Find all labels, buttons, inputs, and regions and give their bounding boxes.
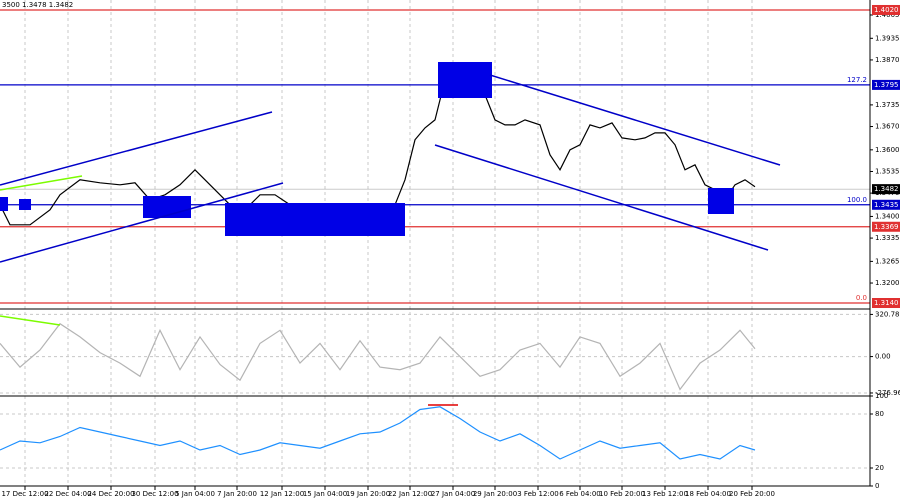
last-price-box — [872, 184, 900, 195]
y-tick-label: 1.3935 — [875, 34, 900, 42]
x-tick-label: 29 Jan 20:00 — [473, 490, 517, 498]
y-tick-label: 0 — [875, 482, 879, 490]
price-line — [0, 322, 756, 391]
chart-title: 3500 1.3478 1.3482 — [2, 1, 73, 9]
trend-line — [434, 144, 769, 251]
x-tick-label: 7 Jan 20:00 — [217, 490, 257, 498]
trend-line — [0, 315, 61, 326]
x-tick-label: 22 Dec 04:00 — [44, 490, 91, 498]
x-tick-label: 10 Feb 20:00 — [599, 490, 645, 498]
trend-line — [489, 74, 781, 166]
y-tick-label: 0.00 — [875, 353, 891, 361]
y-tick-label: 20 — [875, 464, 884, 472]
level-note: 100.0 — [847, 196, 867, 204]
y-tick-label: 1.3400 — [875, 212, 900, 220]
y-tick-label: 1.3535 — [875, 167, 900, 175]
x-tick-label: 24 Dec 20:00 — [87, 490, 134, 498]
x-tick-label: 20 Feb 20:00 — [729, 490, 775, 498]
y-tick-label: 1.3200 — [875, 279, 900, 287]
level-note: 0.0 — [856, 294, 867, 302]
x-tick-label: 15 Jan 04:00 — [303, 490, 347, 498]
x-tick-label: 22 Jan 12:00 — [388, 490, 432, 498]
zone — [0, 197, 8, 211]
frame — [0, 0, 871, 487]
level-label-box — [872, 298, 900, 309]
y-tick-label: 1.3735 — [875, 101, 900, 109]
y-tick-label: 1.3670 — [875, 123, 900, 131]
zone — [438, 62, 492, 98]
y-tick-label: 1.3600 — [875, 146, 900, 154]
y-tick-label: 100 — [875, 392, 888, 400]
x-tick-label: 18 Feb 04:00 — [685, 490, 731, 498]
trend-line — [0, 111, 273, 186]
trend-line — [0, 182, 284, 263]
x-tick-label: 19 Jan 20:00 — [346, 490, 390, 498]
x-tick-label: 6 Feb 04:00 — [559, 490, 600, 498]
y-tick-label: 1.3335 — [875, 234, 900, 242]
level-label: 1.3369 — [874, 223, 899, 231]
y-tick-label: 80 — [875, 410, 884, 418]
level-label-box — [872, 4, 900, 15]
x-tick-label: 13 Feb 12:00 — [642, 490, 688, 498]
level-label-box — [872, 199, 900, 210]
annotations — [0, 62, 781, 406]
y-tick-label: -276.960 — [875, 389, 900, 397]
x-tick-label: 5 Jan 04:00 — [175, 490, 215, 498]
level-label: 1.3435 — [874, 201, 899, 209]
level-label-box — [872, 221, 900, 232]
y-tick-label: 1.3265 — [875, 257, 900, 265]
price-line — [0, 406, 756, 460]
level-label: 1.3140 — [874, 299, 899, 307]
zone — [19, 199, 31, 210]
level-label: 1.4020 — [874, 6, 899, 14]
x-tick-label: 27 Jan 04:00 — [431, 490, 475, 498]
level-note: 127.2 — [847, 76, 867, 84]
zone — [225, 203, 405, 236]
price-line — [0, 74, 756, 226]
x-tick-label: 30 Dec 12:00 — [131, 490, 178, 498]
y-tick-label: 1.3870 — [875, 56, 900, 64]
x-tick-label: 17 Dec 12:00 — [1, 490, 48, 498]
x-tick-label: 12 Jan 12:00 — [260, 490, 304, 498]
x-tick-label: 3 Feb 12:00 — [517, 490, 558, 498]
last-price-label: 1.3482 — [874, 185, 899, 193]
zone — [708, 188, 734, 214]
y-tick-label: 320.7896 — [875, 310, 900, 318]
trend-line — [0, 175, 83, 191]
level-label: 1.3795 — [874, 81, 899, 89]
level-label-box — [872, 79, 900, 90]
